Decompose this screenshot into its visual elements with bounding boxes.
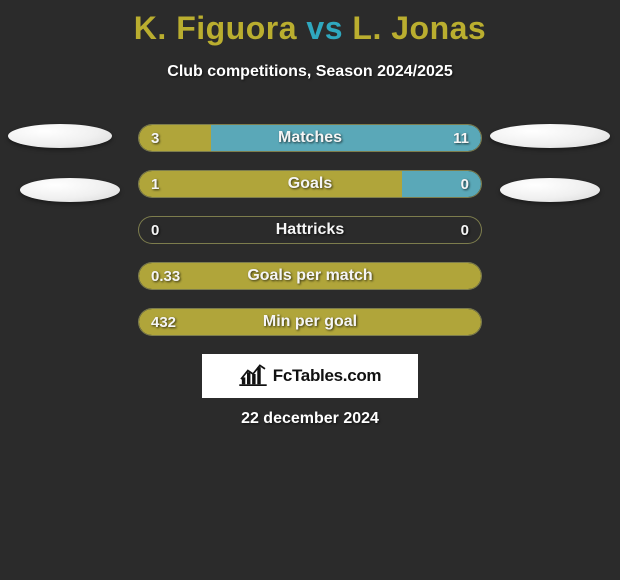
date-text: 22 december 2024 xyxy=(0,410,620,428)
stat-bar-row: 0.33Goals per match xyxy=(138,262,482,290)
title-vs: vs xyxy=(306,10,343,46)
bar-label: Hattricks xyxy=(139,217,481,243)
logo-text: FcTables.com xyxy=(273,366,382,386)
chart-icon xyxy=(239,362,267,391)
title-player2: L. Jonas xyxy=(352,10,486,46)
player-badge-ellipse xyxy=(490,124,610,148)
logo-box: FcTables.com xyxy=(202,354,418,398)
bar-label: Min per goal xyxy=(139,309,481,335)
player-badge-ellipse xyxy=(8,124,112,148)
subtitle: Club competitions, Season 2024/2025 xyxy=(0,63,620,81)
page-title: K. Figuora vs L. Jonas xyxy=(0,0,620,47)
stat-bar-row: 00Hattricks xyxy=(138,216,482,244)
title-player1: K. Figuora xyxy=(134,10,297,46)
bar-label: Goals per match xyxy=(139,263,481,289)
bar-label: Goals xyxy=(139,171,481,197)
comparison-bars: 311Matches 10Goals 00Hattricks 0.33Goals pe… xyxy=(138,124,482,354)
stat-bar-row: 311Matches xyxy=(138,124,482,152)
player-badge-ellipse xyxy=(500,178,600,202)
player-badge-ellipse xyxy=(20,178,120,202)
bar-label: Matches xyxy=(139,125,481,151)
stat-bar-row: 432Min per goal xyxy=(138,308,482,336)
stat-bar-row: 10Goals xyxy=(138,170,482,198)
